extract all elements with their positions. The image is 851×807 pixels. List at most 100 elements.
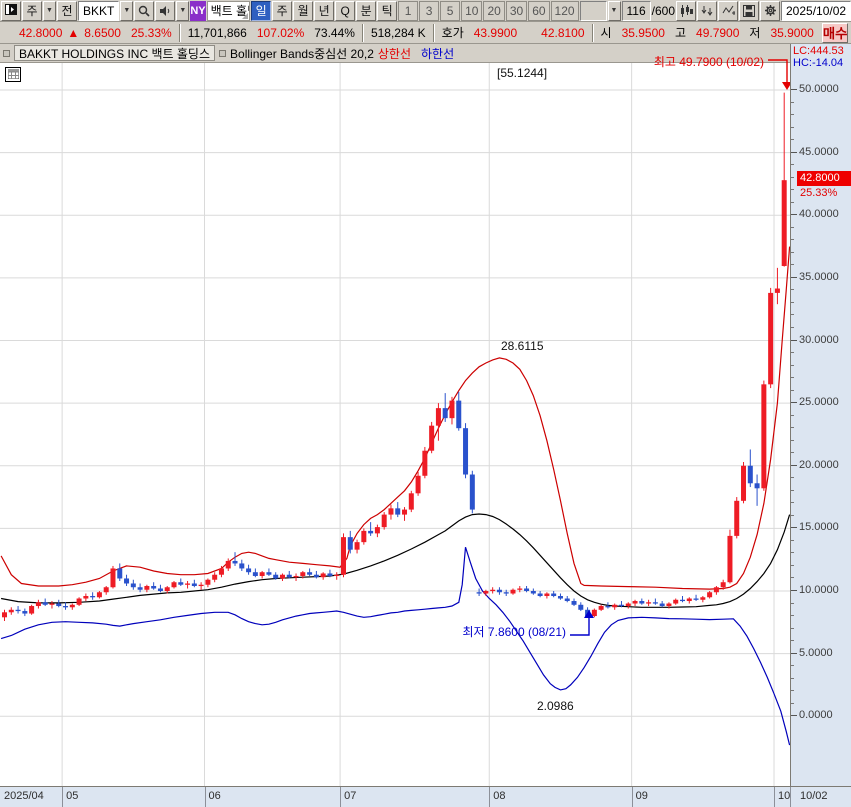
- sound-button[interactable]: [155, 0, 176, 21]
- low-price: 35.9000: [770, 25, 814, 40]
- y-axis-minor-tick: [791, 301, 794, 303]
- interval-combo-arrow[interactable]: ▼: [607, 0, 621, 21]
- layout-toggle-button[interactable]: [1, 0, 21, 21]
- y-axis-minor-tick: [791, 314, 794, 316]
- open-price: 35.9500: [621, 25, 665, 40]
- trade-value: 518,284 K: [370, 25, 426, 40]
- ask-price: 43.9900: [473, 25, 518, 40]
- candle-body: [761, 384, 767, 489]
- interval-1[interactable]: 1: [398, 0, 419, 21]
- timeframe-틱[interactable]: 틱: [377, 0, 398, 21]
- candle-body: [334, 574, 340, 577]
- chart-type-dropdown[interactable]: 주: [22, 0, 42, 21]
- timeframe-일[interactable]: 일: [251, 0, 272, 21]
- interval-5[interactable]: 5: [440, 0, 461, 21]
- timeframe-월[interactable]: 월: [293, 0, 314, 21]
- candle-body: [727, 535, 733, 583]
- trendline-button[interactable]: [718, 0, 738, 21]
- change-percent: 25.33%: [130, 25, 172, 40]
- timeframe-Q[interactable]: Q: [335, 0, 356, 21]
- price-change: 8.6500: [84, 25, 121, 40]
- candle-body: [551, 593, 557, 597]
- timeframe-주[interactable]: 주: [272, 0, 293, 21]
- interval-3[interactable]: 3: [419, 0, 440, 21]
- x-axis-label: 07: [344, 790, 357, 802]
- y-axis-label: 25.0000: [791, 395, 851, 409]
- chart-type-dropdown-arrow[interactable]: ▼: [43, 0, 56, 21]
- y-axis-minor-tick: [791, 477, 794, 479]
- y-axis-label: 15.0000: [791, 520, 851, 534]
- x-axis-separator: [790, 787, 791, 807]
- compare-button[interactable]: [697, 0, 717, 21]
- candle-body: [185, 583, 191, 585]
- buy-button[interactable]: 매수: [821, 22, 849, 43]
- resize-grip[interactable]: [242, 12, 249, 19]
- y-axis-minor-tick: [791, 251, 794, 253]
- indicator-checkbox[interactable]: [219, 49, 227, 57]
- bar-total-label: /600: [651, 3, 675, 18]
- symbol-dropdown-arrow[interactable]: ▼: [120, 0, 134, 21]
- y-axis-minor-tick: [791, 489, 794, 491]
- interval-10[interactable]: 10: [461, 0, 483, 21]
- candle-body: [524, 588, 530, 591]
- candle-body: [144, 585, 150, 590]
- lc-value: LC:444.53: [793, 45, 844, 57]
- high-price: 49.7900: [696, 25, 740, 40]
- interval-20[interactable]: 20: [483, 0, 505, 21]
- candle-body: [768, 292, 774, 385]
- candle-body: [124, 578, 130, 584]
- interval-120[interactable]: 120: [550, 0, 579, 21]
- title-checkbox[interactable]: [3, 49, 10, 57]
- candlestick-plot[interactable]: [0, 63, 790, 787]
- candle-body: [354, 542, 360, 550]
- x-axis-separator: [204, 787, 206, 807]
- jeon-button[interactable]: 전: [57, 0, 77, 21]
- y-axis-minor-tick: [791, 552, 794, 554]
- candle-body: [571, 601, 577, 605]
- candle-body: [652, 602, 658, 604]
- save-button[interactable]: [739, 0, 759, 21]
- price-axis[interactable]: LC:444.53 HC:-14.04 50.0000 45.0000 40.000…: [790, 44, 851, 786]
- candle-body: [435, 408, 441, 426]
- bid-price: 42.8100: [541, 25, 585, 40]
- separator: [361, 23, 364, 42]
- candle-body: [700, 597, 706, 600]
- low-arrow-icon: [570, 610, 594, 636]
- candle-body: [56, 603, 62, 607]
- candle-body: [266, 572, 272, 575]
- y-axis-minor-tick: [791, 264, 794, 266]
- candle-body: [320, 573, 326, 578]
- candle-body: [178, 582, 184, 585]
- settings-button[interactable]: [760, 0, 780, 21]
- sound-dropdown-arrow[interactable]: ▼: [176, 0, 190, 21]
- y-axis-minor-tick: [791, 352, 794, 354]
- scale-max-annotation: [55.1244]: [497, 66, 548, 80]
- timeframe-분[interactable]: 분: [356, 0, 377, 21]
- x-axis-label: 05: [66, 790, 79, 802]
- time-axis[interactable]: 2025/04 05 06 07 08 09 10 10/02: [0, 786, 851, 807]
- candle-body: [22, 611, 28, 614]
- timeframe-년[interactable]: 년: [314, 0, 335, 21]
- x-axis-separator: [631, 787, 633, 807]
- search-button[interactable]: [134, 0, 155, 21]
- interval-60[interactable]: 60: [528, 0, 550, 21]
- chart-area[interactable]: [0, 62, 790, 787]
- y-axis-minor-tick: [791, 289, 794, 291]
- candle-body: [463, 428, 469, 475]
- bar-count-input[interactable]: 116: [621, 0, 651, 21]
- candle-body: [212, 574, 218, 580]
- y-axis-minor-tick: [791, 640, 794, 642]
- current-price-percent: 25.33%: [800, 187, 838, 199]
- candle-body: [673, 599, 679, 604]
- interval-30[interactable]: 30: [505, 0, 528, 21]
- y-axis-minor-tick: [791, 602, 794, 604]
- lchc-readout: LC:444.53 HC:-14.04: [793, 45, 844, 69]
- price-table-button[interactable]: [5, 67, 21, 82]
- x-axis-separator: [62, 787, 64, 807]
- symbol-input[interactable]: BKKT: [78, 0, 120, 21]
- candle-body: [2, 612, 7, 618]
- candle-body: [618, 604, 624, 607]
- interval-combo[interactable]: [579, 0, 607, 21]
- date-input[interactable]: 2025/10/02: [781, 0, 851, 21]
- candle-style-button[interactable]: [676, 0, 696, 21]
